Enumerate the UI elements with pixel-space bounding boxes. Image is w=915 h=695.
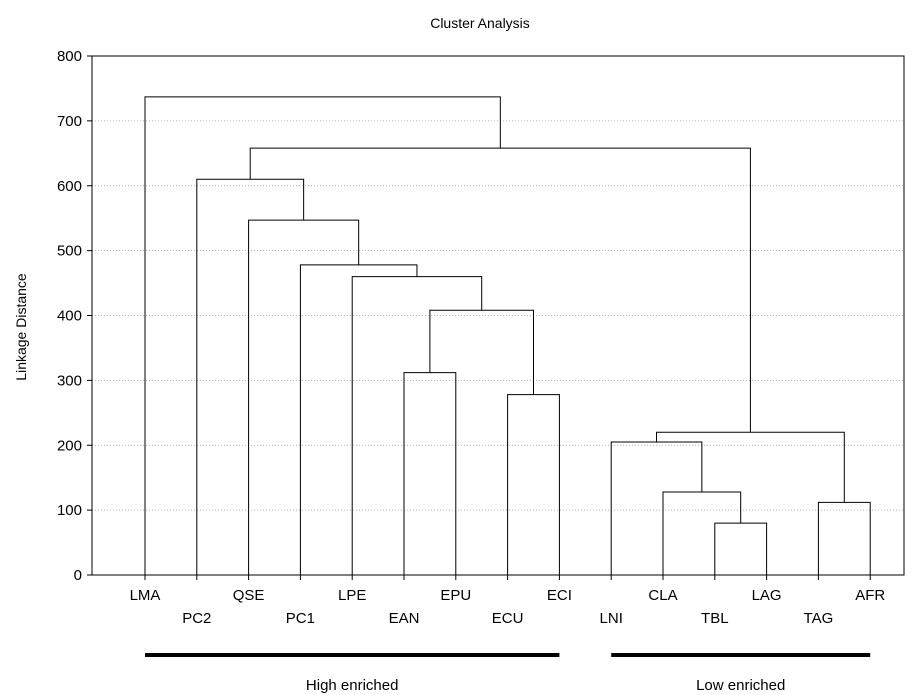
dendrogram-link [249,147,751,433]
leaf-label: ECU [492,610,524,627]
y-axis-ticks: 0 100 200 300 400 500 600 700 800 [57,48,92,584]
y-tick-label: 600 [57,178,82,195]
y-tick-label: 500 [57,243,82,260]
leaf-label: LPE [338,587,366,604]
leaf-label: LNI [600,610,623,627]
dendrogram-link [196,178,305,575]
dendrogram-link [299,264,418,575]
dendrogram-link [403,372,457,575]
dendrogram-link [144,96,501,575]
group-annotations: High enriched Low enriched [145,653,871,694]
y-tick-label: 400 [57,308,82,325]
y-tick-label: 200 [57,437,82,454]
group-label: High enriched [306,677,399,694]
leaf-label: PC2 [182,610,211,627]
dendrogram-link [714,522,768,575]
leaf-label: PC1 [286,610,315,627]
dendrogram-link [817,501,871,575]
dendrogram-links [144,96,871,575]
leaf-label: EAN [389,610,420,627]
leaf-label: CLA [648,587,677,604]
leaf-labels: LMA PC2 QSE PC1 LPE EAN EPU ECU ECI LNI CLA TBL LAG T… [130,587,886,627]
dendrogram-link [662,491,742,575]
leaf-label: TBL [701,610,729,627]
leaf-label: QSE [233,587,265,604]
dendrogram-link [610,441,703,575]
leaf-label: TAG [804,610,834,627]
grid-lines [92,120,904,511]
y-tick-label: 100 [57,502,82,519]
leaf-label: EPU [440,587,471,604]
chart-title: Cluster Analysis [430,15,530,31]
leaf-label: ECI [547,587,572,604]
y-axis-label: Linkage Distance [13,273,29,381]
y-tick-label: 800 [57,48,82,65]
leaf-label: AFR [855,587,885,604]
plot-frame [91,55,905,580]
dendrogram-link [507,394,560,575]
y-tick-label: 0 [74,567,82,584]
y-tick-label: 700 [57,113,82,130]
group-label: Low enriched [696,677,785,694]
dendrogram-link [351,276,483,575]
dendrogram-link [248,219,360,575]
dendrogram-link [429,309,534,395]
leaf-label: LMA [130,587,161,604]
leaf-label: LAG [752,587,782,604]
y-tick-label: 300 [57,372,82,389]
